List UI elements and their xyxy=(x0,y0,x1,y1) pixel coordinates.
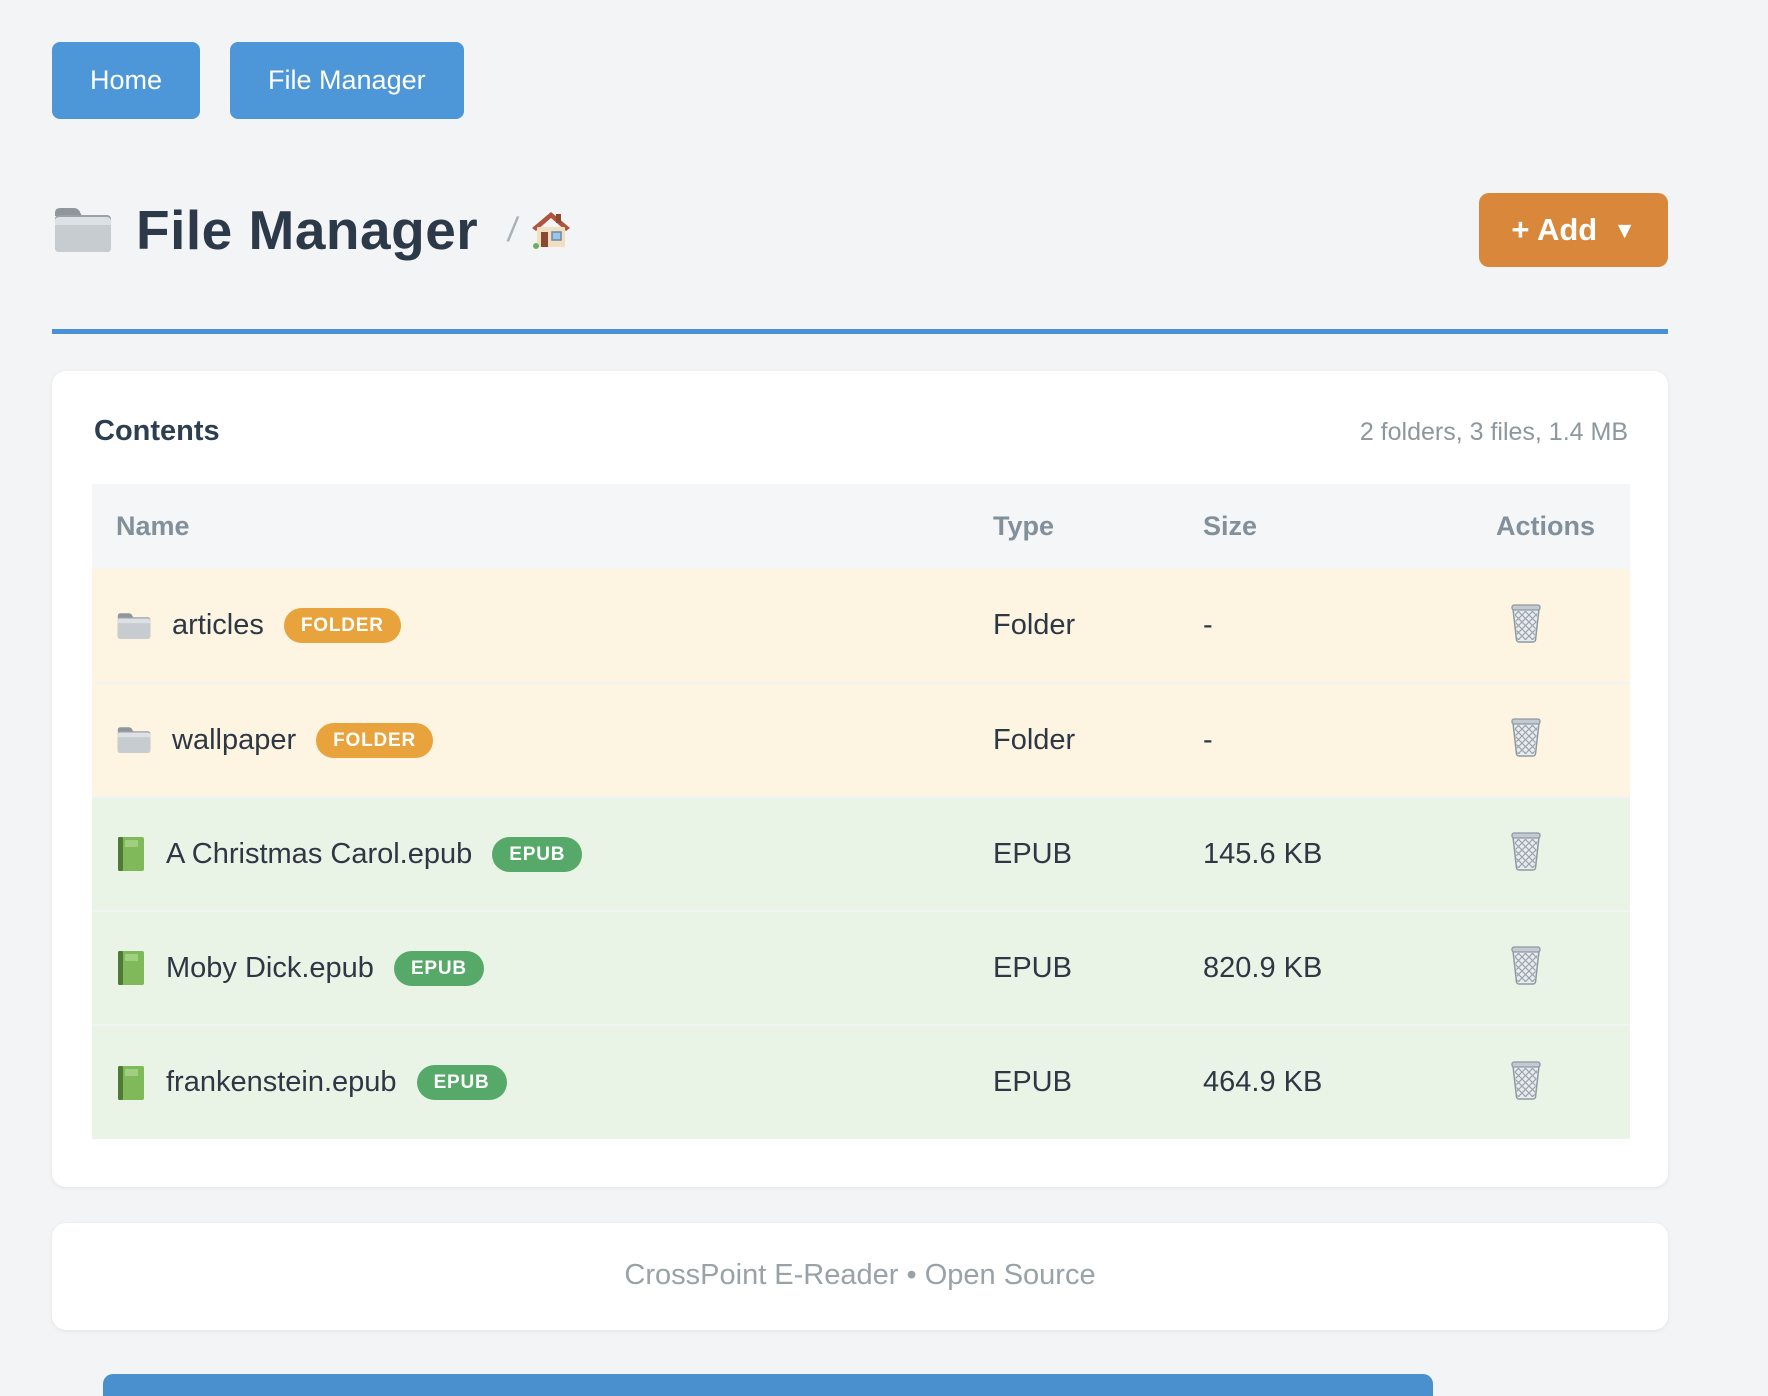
home-icon[interactable] xyxy=(530,210,572,250)
book-icon xyxy=(116,950,146,986)
breadcrumb: / xyxy=(505,210,572,250)
type-badge: EPUB xyxy=(416,1065,507,1100)
column-header-actions: Actions xyxy=(1472,484,1630,569)
size-cell: 145.6 KB xyxy=(1179,796,1472,911)
trash-icon xyxy=(1511,603,1541,643)
contents-summary: 2 folders, 3 files, 1.4 MB xyxy=(1359,418,1628,446)
table-row[interactable]: Moby Dick.epub EPUB EPUB 820.9 KB xyxy=(92,910,1630,1025)
footer: CrossPoint E-Reader • Open Source xyxy=(52,1223,1668,1330)
delete-button[interactable] xyxy=(1508,1058,1544,1100)
file-table: Name Type Size Actions articles FOLDER F… xyxy=(92,484,1630,1139)
page-title: File Manager xyxy=(136,199,479,261)
type-cell: Folder xyxy=(969,569,1179,683)
type-cell: Folder xyxy=(969,682,1179,797)
table-header-row: Name Type Size Actions xyxy=(92,484,1630,569)
type-badge: EPUB xyxy=(393,950,484,986)
size-cell: 464.9 KB xyxy=(1179,1024,1472,1139)
size-cell: - xyxy=(1179,682,1472,797)
type-cell: EPUB xyxy=(969,796,1179,911)
add-button[interactable]: + Add ▼ xyxy=(1479,193,1668,267)
size-cell: - xyxy=(1179,569,1472,683)
folder-icon xyxy=(116,611,152,641)
delete-button[interactable] xyxy=(1508,715,1544,757)
type-cell: EPUB xyxy=(969,910,1179,1025)
column-header-name: Name xyxy=(92,484,969,569)
trash-icon xyxy=(1511,946,1541,985)
file-name: Moby Dick.epub xyxy=(166,951,374,984)
table-row[interactable]: A Christmas Carol.epub EPUB EPUB 145.6 K… xyxy=(92,796,1630,911)
delete-button[interactable] xyxy=(1508,943,1544,985)
add-button-label: + Add xyxy=(1511,212,1598,247)
type-badge: FOLDER xyxy=(283,608,401,643)
top-nav: Home File Manager xyxy=(52,42,1668,119)
file-name: frankenstein.epub xyxy=(166,1066,397,1098)
trash-icon xyxy=(1511,1060,1541,1100)
file-name: A Christmas Carol.epub xyxy=(166,837,473,870)
page-header: File Manager / + Add ▼ xyxy=(52,193,1668,267)
breadcrumb-separator: / xyxy=(505,210,521,249)
type-badge: EPUB xyxy=(492,836,583,872)
file-name: articles xyxy=(172,609,264,641)
footer-text: CrossPoint E-Reader • Open Source xyxy=(624,1259,1096,1291)
header-divider xyxy=(52,329,1668,334)
book-icon xyxy=(116,1065,146,1101)
bottom-cutoff-panel xyxy=(103,1374,1433,1396)
column-header-size: Size xyxy=(1179,484,1472,569)
size-cell: 820.9 KB xyxy=(1179,910,1472,1025)
trash-icon xyxy=(1511,832,1541,871)
folder-icon xyxy=(52,205,114,255)
file-manager-page: Home File Manager File Manager / xyxy=(52,42,1668,1330)
table-row[interactable]: wallpaper FOLDER Folder - xyxy=(92,682,1630,797)
delete-button[interactable] xyxy=(1508,829,1544,871)
folder-icon xyxy=(116,725,152,755)
contents-heading: Contents xyxy=(94,415,220,447)
type-badge: FOLDER xyxy=(316,722,434,758)
table-row[interactable]: frankenstein.epub EPUB EPUB 464.9 KB xyxy=(92,1024,1630,1139)
delete-button[interactable] xyxy=(1508,601,1544,643)
file-name: wallpaper xyxy=(172,723,297,756)
book-icon xyxy=(116,836,146,872)
file-manager-button[interactable]: File Manager xyxy=(230,42,464,119)
trash-icon xyxy=(1511,718,1541,757)
contents-card: Contents 2 folders, 3 files, 1.4 MB Name… xyxy=(52,371,1668,1187)
column-header-type: Type xyxy=(969,484,1179,569)
table-row[interactable]: articles FOLDER Folder - xyxy=(92,569,1630,683)
home-button[interactable]: Home xyxy=(52,42,201,119)
type-cell: EPUB xyxy=(969,1024,1179,1139)
caret-down-icon: ▼ xyxy=(1613,216,1636,243)
